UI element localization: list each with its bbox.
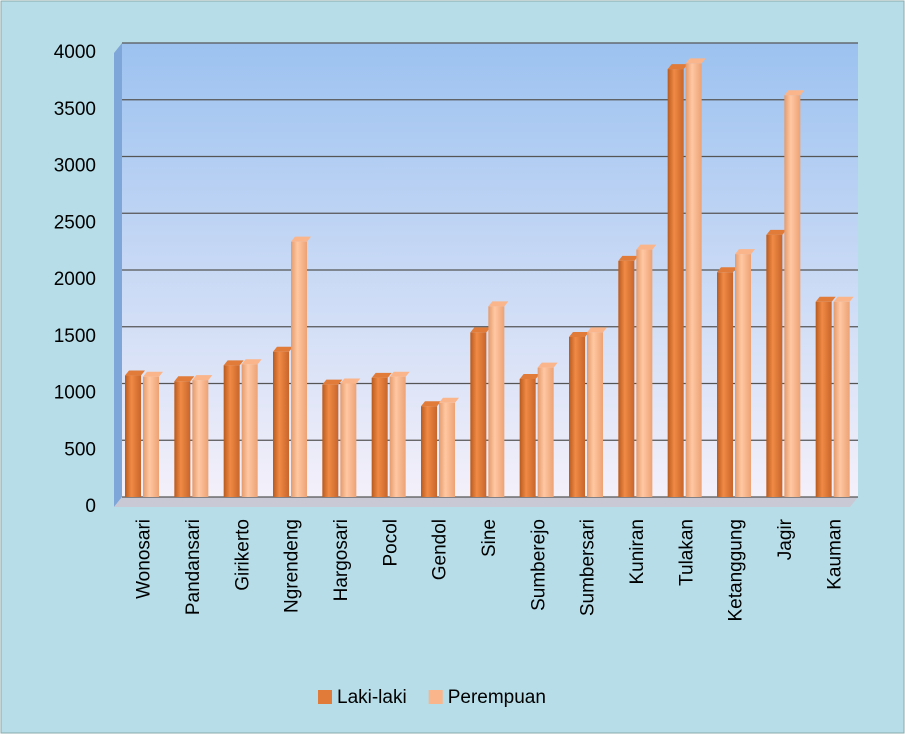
- bar: [470, 332, 487, 497]
- y-tick-label: 4000: [54, 42, 96, 63]
- bar-top: [735, 249, 755, 255]
- side-wall: [114, 43, 122, 507]
- x-tick-label: Jagir: [775, 518, 796, 560]
- bar: [815, 301, 832, 497]
- y-tick-label: 1000: [54, 383, 96, 404]
- bar-top: [488, 301, 509, 307]
- x-tick-label: Kauman: [824, 519, 845, 590]
- bar-top: [569, 331, 589, 337]
- bar-top: [784, 90, 805, 96]
- y-tick-label: 3500: [54, 99, 96, 120]
- bar-top: [143, 371, 163, 377]
- bar: [192, 380, 209, 497]
- bar: [439, 402, 455, 497]
- bar-top: [636, 244, 657, 250]
- bar: [587, 332, 603, 497]
- legend-label: Perempuan: [448, 687, 546, 708]
- bar-top: [439, 397, 459, 403]
- x-tick-label: Sumbersari: [578, 519, 599, 616]
- bar: [636, 249, 653, 497]
- bar: [125, 375, 141, 497]
- bar-top: [766, 229, 787, 235]
- bar-top: [125, 370, 145, 376]
- bar-top: [223, 360, 244, 366]
- y-tick-label: 2000: [54, 269, 96, 290]
- bar: [833, 301, 850, 497]
- bar: [766, 234, 783, 497]
- legend-swatch: [318, 690, 332, 704]
- bar: [241, 364, 258, 497]
- bar-top: [717, 267, 737, 273]
- x-tick-label: Pandansari: [183, 519, 204, 615]
- bar-top: [192, 375, 213, 381]
- bar: [569, 336, 585, 497]
- x-tick-label: Girikerto: [232, 519, 253, 591]
- floor: [114, 497, 858, 507]
- y-tick-label: 1500: [54, 326, 96, 347]
- bar-top: [815, 296, 836, 302]
- bar-top: [340, 378, 361, 384]
- x-tick-label: Gendol: [430, 519, 451, 580]
- bar: [143, 376, 159, 497]
- x-tick-label: Pocol: [380, 519, 401, 567]
- bar: [291, 241, 307, 497]
- x-tick-label: Tulakan: [676, 519, 697, 586]
- bar-top: [833, 296, 854, 302]
- bar: [519, 378, 536, 497]
- x-tick-label: Ketanggung: [726, 519, 747, 622]
- bar: [223, 365, 240, 497]
- bar-top: [587, 327, 607, 333]
- legend-swatch: [428, 690, 443, 704]
- bar-top: [470, 327, 491, 333]
- bar: [667, 69, 684, 497]
- bar-top: [421, 401, 441, 407]
- bar: [389, 376, 406, 497]
- bar: [717, 272, 733, 497]
- bar: [340, 383, 357, 497]
- y-tick-label: 0: [85, 496, 96, 517]
- bar: [421, 406, 437, 497]
- x-tick-label: Ngrendeng: [282, 519, 303, 613]
- x-tick-label: Kuniran: [627, 519, 648, 585]
- bar: [174, 381, 191, 497]
- bar: [618, 260, 635, 497]
- x-tick-label: Sumberejo: [528, 519, 549, 611]
- y-tick-label: 2500: [54, 212, 96, 233]
- x-tick-label: Wonosari: [134, 519, 155, 599]
- bar: [784, 95, 801, 498]
- legend-label: Laki-laki: [337, 687, 407, 708]
- y-tick-label: 3000: [54, 156, 96, 177]
- bar-top: [537, 362, 558, 368]
- bar-top: [685, 58, 706, 64]
- bar-top: [519, 373, 540, 379]
- bar-top: [389, 371, 410, 377]
- y-tick-label: 500: [64, 439, 96, 460]
- bar: [322, 384, 339, 497]
- bar-top: [174, 376, 195, 382]
- bar: [685, 63, 702, 498]
- bar: [735, 254, 751, 497]
- x-tick-label: Sine: [479, 519, 500, 557]
- bar: [371, 377, 388, 497]
- bar-top: [371, 372, 392, 378]
- bar: [537, 367, 554, 497]
- bar: [488, 306, 505, 497]
- bar: [273, 351, 289, 497]
- bar-top: [273, 346, 293, 352]
- bar-top: [291, 236, 311, 242]
- bar-top: [667, 64, 688, 70]
- x-tick-label: Hargosari: [331, 519, 352, 601]
- bar-top: [618, 255, 639, 261]
- bar-top: [322, 379, 343, 385]
- bar-top: [241, 359, 262, 365]
